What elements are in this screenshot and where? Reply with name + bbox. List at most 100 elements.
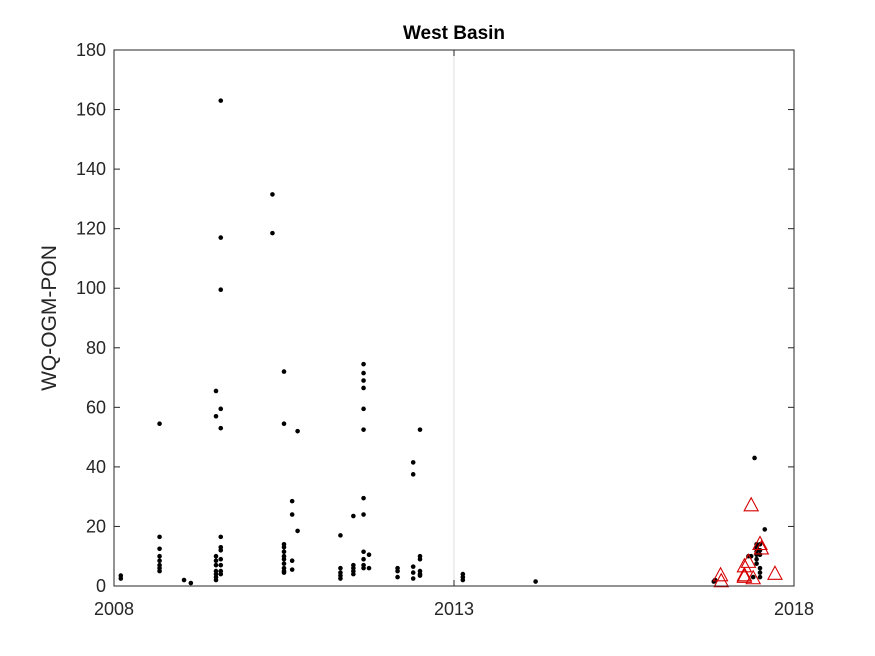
y-tick-label: 40	[86, 457, 106, 477]
data-point	[395, 568, 400, 574]
x-tick-label: 2013	[434, 599, 474, 619]
axes: 2008 2013 2018 0 20 40 60 80 100 120 140 160 180	[76, 40, 814, 619]
data-point	[762, 527, 768, 532]
data-point	[157, 534, 162, 540]
data-point	[410, 472, 416, 477]
data-point	[281, 561, 287, 566]
y-tick-label: 180	[76, 40, 106, 60]
data-point	[218, 556, 224, 562]
data-point	[410, 570, 416, 575]
data-point	[351, 571, 356, 577]
data-point	[750, 574, 756, 580]
data-point	[417, 573, 423, 578]
data-point	[757, 565, 763, 571]
data-point	[281, 549, 287, 555]
data-point	[338, 576, 343, 581]
triangle-point	[712, 566, 729, 582]
data-point	[395, 574, 400, 580]
data-point	[361, 512, 366, 517]
y-tick-label: 20	[86, 516, 106, 536]
data-point	[757, 574, 763, 580]
data-point	[361, 370, 366, 376]
data-point	[181, 577, 187, 583]
data-point	[361, 361, 366, 367]
data-point	[281, 544, 287, 550]
x-tick-label: 2018	[774, 599, 814, 619]
y-axis-label: WQ-OGM-PON	[38, 245, 61, 391]
data-point	[410, 460, 416, 465]
triangle-point	[736, 568, 753, 583]
data-point	[410, 576, 416, 581]
data-point	[361, 565, 366, 571]
y-tick-label: 80	[86, 338, 106, 358]
data-point	[218, 98, 224, 103]
data-point	[213, 413, 219, 419]
data-point	[157, 558, 162, 563]
data-point	[757, 552, 763, 558]
data-point	[281, 556, 287, 562]
data-point	[295, 428, 300, 434]
y-tick-label: 140	[76, 159, 106, 179]
data-point	[270, 230, 275, 236]
data-point	[410, 564, 416, 569]
data-point	[289, 512, 295, 517]
data-point	[218, 235, 224, 240]
triangle-point	[745, 569, 762, 585]
data-point	[289, 558, 295, 563]
data-point	[188, 580, 194, 586]
data-point	[157, 546, 162, 552]
data-point	[281, 570, 287, 575]
y-tick-label: 120	[76, 219, 106, 239]
data-point	[289, 567, 295, 572]
data-point	[213, 558, 219, 563]
triangle-point	[736, 566, 753, 582]
data-point	[218, 287, 224, 293]
triangle-point	[740, 553, 757, 568]
data-point	[295, 528, 300, 534]
x-tick-label: 2008	[94, 599, 134, 619]
data-point	[366, 565, 372, 571]
data-point	[218, 534, 224, 540]
data-point	[361, 406, 366, 412]
data-point	[213, 553, 219, 559]
data-point	[351, 513, 356, 519]
y-tick-label: 160	[76, 100, 106, 120]
data-point	[281, 369, 287, 374]
data-point	[754, 561, 759, 566]
data-point	[338, 533, 343, 538]
triangle-point	[736, 557, 753, 573]
data-point	[213, 388, 219, 394]
triangle-point	[743, 496, 760, 512]
data-point	[218, 571, 224, 577]
data-point	[754, 556, 759, 562]
data-point	[213, 562, 219, 568]
data-point	[757, 547, 763, 553]
data-point	[281, 421, 287, 427]
data-point	[361, 549, 366, 555]
data-point	[218, 562, 224, 568]
data-point	[361, 378, 366, 383]
data-point	[361, 556, 366, 562]
chart-title: West Basin	[403, 23, 505, 44]
data-point	[218, 425, 224, 431]
triangle-point	[752, 535, 768, 551]
data-point	[218, 406, 224, 412]
data-point	[157, 421, 162, 427]
data-point	[417, 556, 423, 562]
data-point	[361, 495, 366, 501]
data-point	[752, 455, 757, 461]
data-point	[218, 547, 224, 553]
data-point	[361, 385, 366, 391]
data-point	[757, 570, 763, 575]
data-point	[366, 552, 372, 558]
data-point	[361, 427, 366, 432]
triangle-point	[713, 572, 730, 588]
y-tick-label: 100	[76, 278, 106, 298]
data-point	[338, 565, 343, 571]
data-point	[533, 579, 538, 584]
triangle-point	[753, 539, 770, 555]
data-point	[270, 192, 275, 197]
triangle-point	[767, 565, 783, 580]
y-tick-label: 0	[96, 576, 106, 596]
